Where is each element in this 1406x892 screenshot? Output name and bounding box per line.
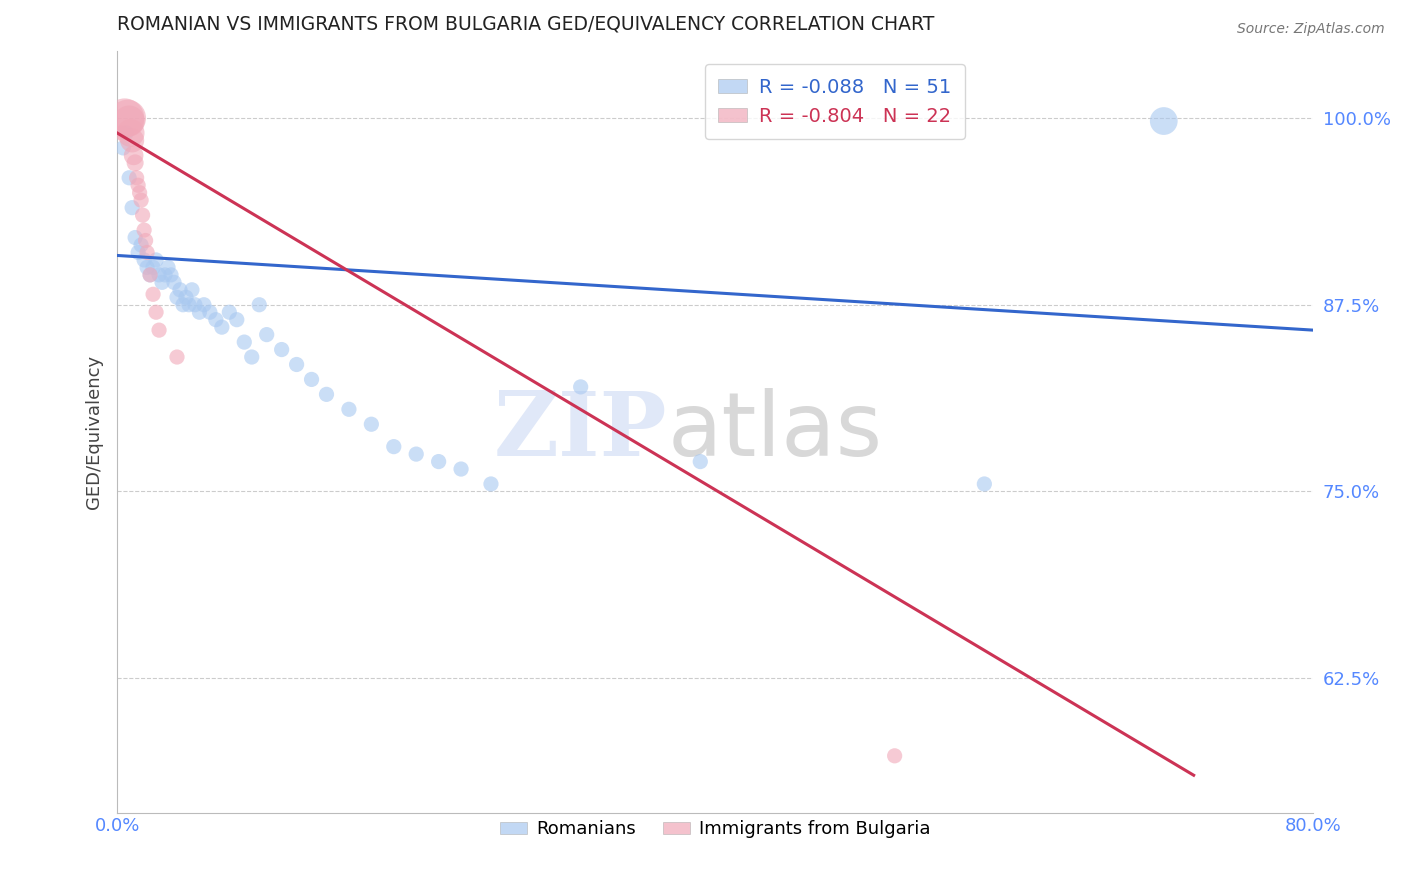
Point	[225, 312, 247, 326]
Text: ROMANIAN VS IMMIGRANTS FROM BULGARIA GED/EQUIVALENCY CORRELATION CHART: ROMANIAN VS IMMIGRANTS FROM BULGARIA GED…	[117, 15, 935, 34]
Point	[270, 343, 292, 357]
Point	[172, 298, 194, 312]
Point	[157, 260, 180, 275]
Point	[142, 260, 165, 275]
Point	[150, 276, 173, 290]
Point	[479, 477, 502, 491]
Point	[163, 276, 186, 290]
Point	[883, 748, 905, 763]
Point	[1153, 114, 1175, 128]
Point	[124, 156, 146, 170]
Point	[166, 290, 188, 304]
Point	[450, 462, 472, 476]
Point	[184, 298, 207, 312]
Point	[153, 268, 176, 282]
Point	[117, 111, 139, 125]
Point	[174, 290, 197, 304]
Point	[193, 298, 215, 312]
Point	[128, 186, 150, 200]
Point	[240, 350, 263, 364]
Point	[973, 477, 995, 491]
Point	[121, 201, 143, 215]
Point	[115, 126, 138, 140]
Text: Source: ZipAtlas.com: Source: ZipAtlas.com	[1237, 22, 1385, 37]
Point	[142, 287, 165, 301]
Point	[124, 230, 146, 244]
Point	[247, 298, 270, 312]
Point	[337, 402, 360, 417]
Point	[118, 170, 141, 185]
Point	[135, 234, 157, 248]
Point	[188, 305, 211, 319]
Point	[148, 323, 170, 337]
Point	[360, 417, 382, 432]
Point	[127, 178, 149, 193]
Point	[136, 245, 159, 260]
Text: atlas: atlas	[668, 388, 883, 475]
Point	[132, 252, 155, 267]
Point	[181, 283, 204, 297]
Point	[145, 252, 167, 267]
Point	[285, 358, 308, 372]
Point	[233, 335, 256, 350]
Legend: Romanians, Immigrants from Bulgaria: Romanians, Immigrants from Bulgaria	[492, 813, 938, 846]
Point	[177, 298, 200, 312]
Point	[569, 380, 592, 394]
Point	[111, 126, 134, 140]
Point	[136, 260, 159, 275]
Point	[129, 238, 152, 252]
Point	[118, 114, 141, 128]
Point	[139, 268, 162, 282]
Point	[125, 170, 148, 185]
Point	[382, 440, 405, 454]
Point	[112, 141, 135, 155]
Point	[405, 447, 427, 461]
Point	[148, 268, 170, 282]
Point	[211, 320, 233, 334]
Point	[218, 305, 240, 319]
Point	[120, 126, 142, 140]
Point	[160, 268, 183, 282]
Point	[301, 372, 323, 386]
Point	[131, 208, 153, 222]
Text: ZIP: ZIP	[494, 388, 668, 475]
Point	[427, 454, 450, 468]
Y-axis label: GED/Equivalency: GED/Equivalency	[86, 355, 103, 508]
Point	[198, 305, 221, 319]
Point	[169, 283, 191, 297]
Point	[205, 312, 228, 326]
Point	[689, 454, 711, 468]
Point	[315, 387, 337, 401]
Point	[166, 350, 188, 364]
Point	[129, 193, 152, 207]
Point	[139, 268, 162, 282]
Point	[122, 148, 145, 162]
Point	[121, 133, 143, 147]
Point	[256, 327, 278, 342]
Point	[114, 111, 136, 125]
Point	[127, 245, 149, 260]
Point	[145, 305, 167, 319]
Point	[132, 223, 155, 237]
